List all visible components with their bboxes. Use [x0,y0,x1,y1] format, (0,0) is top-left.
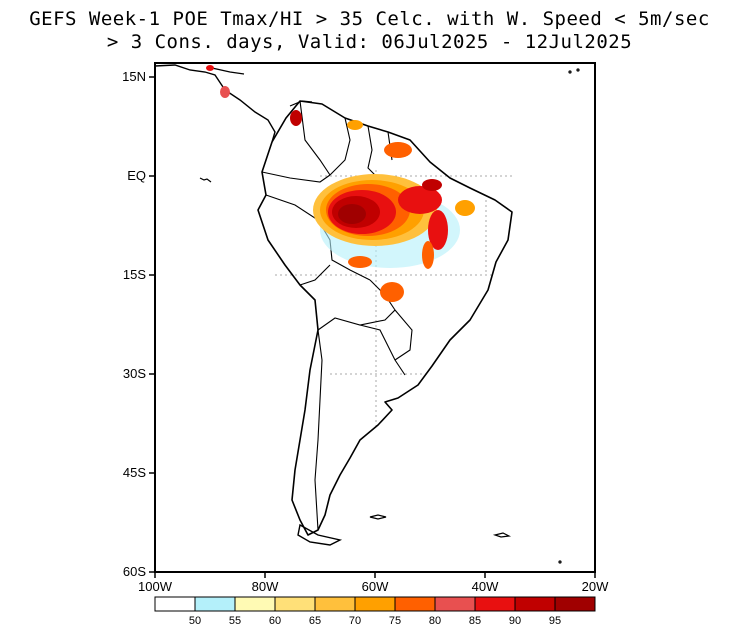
grid-lines [275,170,515,430]
colorbar-swatch [474,596,516,612]
colorbar-label: 70 [349,615,361,627]
colorbar-label: 80 [429,615,441,627]
lon-labels: 100W 80W 60W 40W 20W [138,579,609,594]
lat-label-30s: 30S [123,366,146,381]
lon-label-60w: 60W [362,579,389,594]
colorbar-label: 90 [509,615,521,627]
colorbar-label: 85 [469,615,481,627]
colorbar-label: 65 [309,615,321,627]
lon-label-80w: 80W [252,579,279,594]
lon-ticks [154,572,596,578]
map-area [155,63,595,572]
islands [199,68,580,564]
colorbar-label: 95 [549,615,561,627]
colorbar-label: 55 [229,615,241,627]
colorbar-swatch [234,596,276,612]
colorbar-swatch [154,596,196,612]
map-title-line-1: GEFS Week-1 POE Tmax/HI > 35 Celc. with … [29,8,710,30]
colorbar-swatch [194,596,236,612]
lon-label-20w: 20W [582,579,609,594]
colorbar-label: 60 [269,615,281,627]
lat-label-eq: EQ [127,168,146,183]
colorbar-label: 50 [189,615,201,627]
tierra-del-fuego-coastline [297,523,343,546]
colorbar-swatch [314,596,356,612]
colorbar-swatch [514,596,556,612]
colorbar-swatch [274,596,316,612]
colorbar-swatch [394,596,436,612]
caribbean-coastline [211,67,313,107]
colorbar-label: 75 [389,615,401,627]
map-title-line-2: > 3 Cons. days, Valid: 06Jul2025 - 12Jul… [106,31,633,53]
lat-labels: 15N EQ 15S 30S 45S 60S [122,69,146,579]
lat-label-15n: 15N [122,69,146,84]
lon-label-100w: 100W [138,579,173,594]
colorbar-swatch [434,596,476,612]
colorbar: 50 55 60 65 70 75 80 85 90 95 [154,596,596,627]
lat-label-60s: 60S [123,564,146,579]
lat-ticks [149,76,155,573]
colorbar-swatch [554,596,596,612]
colorbar-swatch [354,596,396,612]
south-america-coastline [257,100,513,536]
poe-shading [206,65,475,302]
lat-label-45s: 45S [123,465,146,480]
lat-label-15s: 15S [123,267,146,282]
lon-label-40w: 40W [472,579,499,594]
